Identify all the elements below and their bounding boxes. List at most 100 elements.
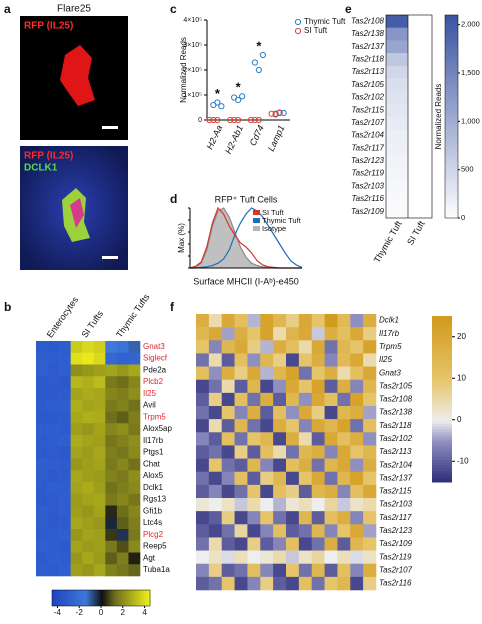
row-label: Agt (143, 553, 156, 562)
point (235, 116, 242, 124)
heat-cell (70, 352, 83, 365)
heat-cell (116, 435, 129, 448)
colorbar-step (432, 434, 452, 439)
colorbar-step (432, 459, 452, 464)
heat-cell (36, 482, 48, 495)
colorbar-step (445, 163, 458, 168)
heat-cell (208, 432, 223, 446)
heat-cell (93, 341, 106, 354)
colorbar-step (432, 332, 452, 336)
heat-cell (363, 314, 377, 328)
heat-cell (59, 458, 71, 471)
heat-cell (350, 366, 364, 381)
heat-cell (337, 511, 351, 525)
heat-cell (47, 540, 60, 553)
heat-cell (196, 445, 210, 459)
heat-cell (260, 576, 274, 591)
heat-cell (128, 493, 141, 506)
colorbar-step (432, 318, 452, 323)
stain-label: RFP (IL25) (24, 151, 73, 162)
heat-cell (324, 445, 338, 459)
colorbar-step (146, 590, 149, 606)
colorbar-step (432, 385, 452, 389)
row-label: Trpm5 (143, 412, 166, 421)
heat-cell (208, 445, 223, 459)
heat-cell (105, 517, 118, 530)
row-label: Tas2r102 (379, 434, 413, 443)
heat-cell (128, 446, 141, 459)
heat-cell (36, 529, 48, 542)
heat-cell (93, 552, 106, 565)
row-label: Tas2r105 (379, 381, 413, 390)
heat-cell (105, 446, 118, 459)
heat-cell (208, 379, 223, 394)
row-label: Tas2r123 (351, 156, 385, 165)
colorbar-step (432, 327, 452, 331)
heat-cell (286, 537, 300, 551)
colorbar-step (432, 363, 452, 367)
heat-cell (93, 388, 106, 401)
colorbar-step (57, 590, 61, 606)
heat-cell (116, 388, 129, 401)
colorbar-step (116, 590, 120, 606)
heat-cell (311, 524, 325, 538)
panel-label: f (170, 300, 175, 314)
heat-cell (36, 352, 48, 365)
colorbar-step (71, 590, 75, 606)
row-label: Dclk1 (379, 316, 399, 325)
row-label: Plcb2 (143, 377, 164, 386)
colorbar-tick-label: 2 (121, 608, 126, 617)
heat-cell (116, 493, 129, 506)
heat-cell (128, 376, 141, 389)
heat-cell (59, 517, 71, 530)
heat-cell (350, 392, 364, 407)
heat-cell (337, 550, 351, 565)
heat-cell (93, 540, 106, 553)
heat-cell (363, 406, 377, 420)
heat-cell (273, 406, 287, 420)
heat-cell (208, 458, 223, 473)
heat-cell (260, 314, 274, 328)
colorbar-step (445, 18, 458, 23)
colorbar-step (445, 207, 458, 212)
heat-cell (311, 537, 325, 551)
heat-cell (208, 498, 223, 512)
heat-cell (59, 399, 71, 412)
heat-cell (70, 388, 83, 401)
heat-cell (234, 445, 248, 459)
heat-cell (59, 505, 71, 518)
legend-label: Thymic Tuft (304, 17, 346, 26)
heat-cell (128, 505, 141, 518)
heat-cell (350, 563, 364, 578)
scale-bar (102, 126, 118, 129)
panel-label: e (345, 2, 352, 16)
heat-cell (311, 314, 325, 328)
heat-cell (105, 493, 118, 506)
heat-cell (70, 493, 83, 506)
heat-cell (260, 353, 274, 367)
panel-label: b (4, 300, 11, 314)
colorbar-step (445, 119, 458, 124)
row-label: Tas2r107 (379, 565, 413, 574)
heat-cell (273, 550, 287, 565)
colorbar-tick-label: -4 (54, 608, 62, 617)
heat-cell (59, 482, 71, 495)
heat-cell (47, 411, 60, 424)
heat-cell (208, 314, 223, 328)
colorbar-step (144, 590, 147, 606)
heat-cell (324, 366, 338, 381)
colorbar-step (432, 379, 452, 383)
colorbar-step (114, 590, 118, 606)
heat-cell (36, 435, 48, 448)
heat-cell (221, 458, 235, 473)
point (272, 111, 279, 118)
heat-cell (221, 366, 235, 381)
heat-cell (128, 564, 141, 577)
heat-cell (93, 364, 106, 377)
significance: * (215, 86, 221, 101)
colorbar-step (432, 396, 452, 400)
row-label: Tas2r108 (351, 16, 385, 25)
heat-cell (386, 205, 408, 219)
colorbar-step (445, 157, 458, 161)
